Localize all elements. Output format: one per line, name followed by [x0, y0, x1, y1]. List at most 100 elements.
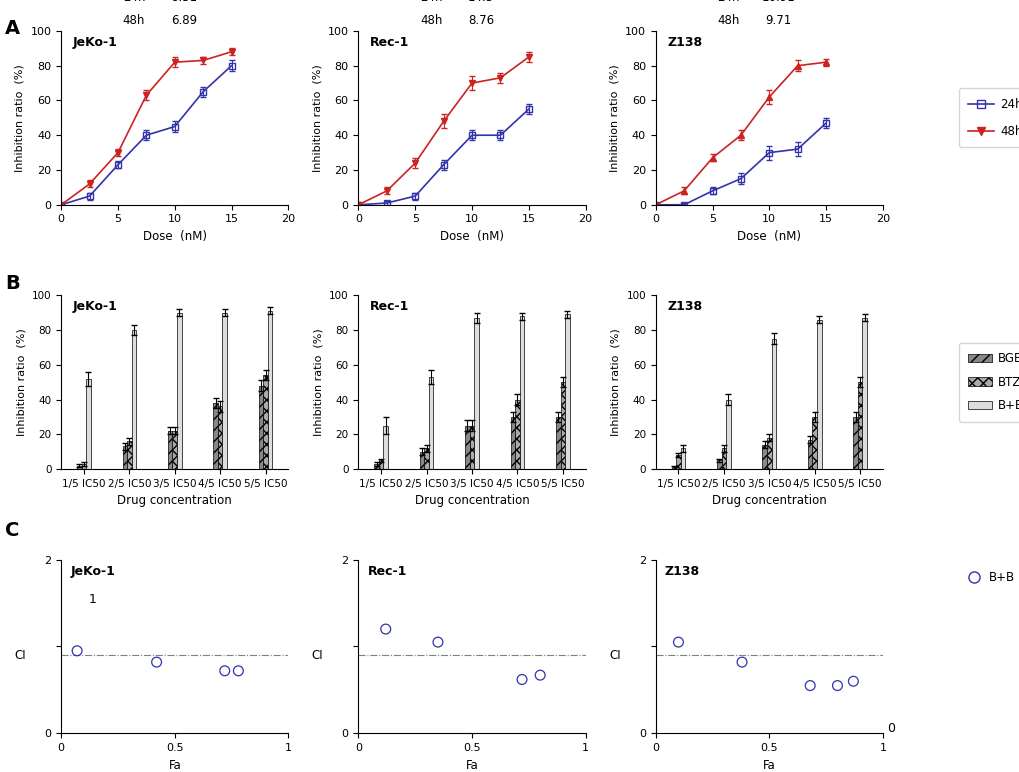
Point — [429, 636, 445, 648]
Bar — [378, 460, 383, 469]
Bar — [122, 446, 127, 469]
Bar — [671, 467, 676, 469]
Text: Z138: Z138 — [666, 300, 701, 313]
Text: JeKo-1: JeKo-1 — [72, 300, 117, 313]
Bar — [565, 314, 570, 469]
Text: 8.76: 8.76 — [468, 14, 494, 27]
Text: 1: 1 — [89, 593, 96, 606]
Text: 24h: 24h — [420, 0, 442, 5]
Bar — [77, 466, 82, 469]
X-axis label: Dose  (nM): Dose (nM) — [143, 230, 207, 243]
Bar — [520, 316, 524, 469]
Bar — [720, 449, 726, 469]
Bar — [511, 417, 515, 469]
Bar — [807, 439, 812, 469]
Bar — [86, 378, 91, 469]
Text: B: B — [5, 274, 19, 293]
Bar — [465, 425, 470, 469]
Bar — [268, 311, 272, 469]
Y-axis label: Inhibition ratio  (%): Inhibition ratio (%) — [610, 328, 621, 436]
X-axis label: Dose  (nM): Dose (nM) — [737, 230, 801, 243]
X-axis label: Drug concentration: Drug concentration — [117, 494, 232, 507]
Bar — [816, 320, 820, 469]
Text: 6.89: 6.89 — [170, 14, 197, 27]
Bar — [259, 386, 263, 469]
X-axis label: Drug concentration: Drug concentration — [415, 494, 529, 507]
Bar — [515, 400, 520, 469]
Text: 48h: 48h — [716, 14, 739, 27]
Text: Rec-1: Rec-1 — [370, 36, 409, 49]
Point — [149, 656, 165, 669]
Text: C: C — [5, 521, 19, 540]
Text: 16.91: 16.91 — [761, 0, 795, 5]
Bar — [424, 449, 428, 469]
Point — [532, 669, 548, 682]
Bar — [127, 442, 131, 469]
Text: 48h: 48h — [122, 14, 145, 27]
Text: Z138: Z138 — [666, 36, 701, 49]
Point — [801, 679, 817, 692]
Point — [230, 665, 247, 677]
Text: 48h: 48h — [420, 14, 442, 27]
Text: CI: CI — [14, 648, 26, 662]
Bar — [862, 318, 866, 469]
Text: 9.31: 9.31 — [170, 0, 197, 5]
Point — [669, 636, 686, 648]
Point — [828, 679, 845, 692]
Point — [734, 656, 750, 669]
Bar — [857, 382, 862, 469]
Point — [514, 673, 530, 686]
Legend: BGB-3111, BTZ, B+B: BGB-3111, BTZ, B+B — [958, 343, 1019, 422]
Point — [69, 645, 86, 657]
Bar — [770, 339, 775, 469]
X-axis label: Dose  (nM): Dose (nM) — [439, 230, 503, 243]
Y-axis label: Inhibition ratio  (%): Inhibition ratio (%) — [609, 64, 619, 171]
Bar — [470, 425, 474, 469]
Bar — [680, 449, 685, 469]
Bar — [474, 318, 478, 469]
Bar — [177, 313, 181, 469]
Bar — [676, 455, 680, 469]
X-axis label: Fa: Fa — [466, 759, 478, 772]
X-axis label: Fa: Fa — [762, 759, 774, 772]
Bar — [222, 313, 227, 469]
Bar — [420, 452, 424, 469]
Bar — [560, 382, 565, 469]
X-axis label: Fa: Fa — [168, 759, 181, 772]
Bar — [218, 407, 222, 469]
Bar — [766, 438, 770, 469]
Bar — [428, 377, 433, 469]
Bar — [374, 464, 378, 469]
Text: JeKo-1: JeKo-1 — [72, 36, 117, 49]
Text: CI: CI — [608, 648, 621, 662]
Bar — [853, 417, 857, 469]
Y-axis label: Inhibition ratio  (%): Inhibition ratio (%) — [313, 328, 323, 436]
Point — [845, 675, 861, 687]
Text: Z138: Z138 — [664, 565, 699, 577]
Text: Rec-1: Rec-1 — [367, 565, 407, 577]
Bar — [812, 417, 816, 469]
Text: 24h: 24h — [122, 0, 145, 5]
Text: 9.71: 9.71 — [764, 14, 791, 27]
Bar — [716, 460, 720, 469]
Legend: 24h, 48h: 24h, 48h — [958, 88, 1019, 147]
Y-axis label: Inhibition ratio  (%): Inhibition ratio (%) — [16, 328, 26, 436]
Bar — [213, 403, 218, 469]
Point — [216, 665, 232, 677]
Text: 14.3: 14.3 — [468, 0, 494, 5]
Bar — [555, 417, 560, 469]
X-axis label: Drug concentration: Drug concentration — [711, 494, 825, 507]
Y-axis label: Inhibition ratio  (%): Inhibition ratio (%) — [15, 64, 24, 171]
Text: Rec-1: Rec-1 — [370, 300, 409, 313]
Bar — [131, 330, 136, 469]
Text: 24h: 24h — [716, 0, 739, 5]
Bar — [383, 425, 387, 469]
Bar — [172, 431, 177, 469]
Point — [377, 623, 393, 635]
Bar — [82, 464, 86, 469]
Text: 0: 0 — [887, 722, 895, 735]
Legend: B+B: B+B — [958, 565, 1019, 591]
Y-axis label: Inhibition ratio  (%): Inhibition ratio (%) — [312, 64, 322, 171]
Bar — [762, 445, 766, 469]
Bar — [263, 375, 268, 469]
